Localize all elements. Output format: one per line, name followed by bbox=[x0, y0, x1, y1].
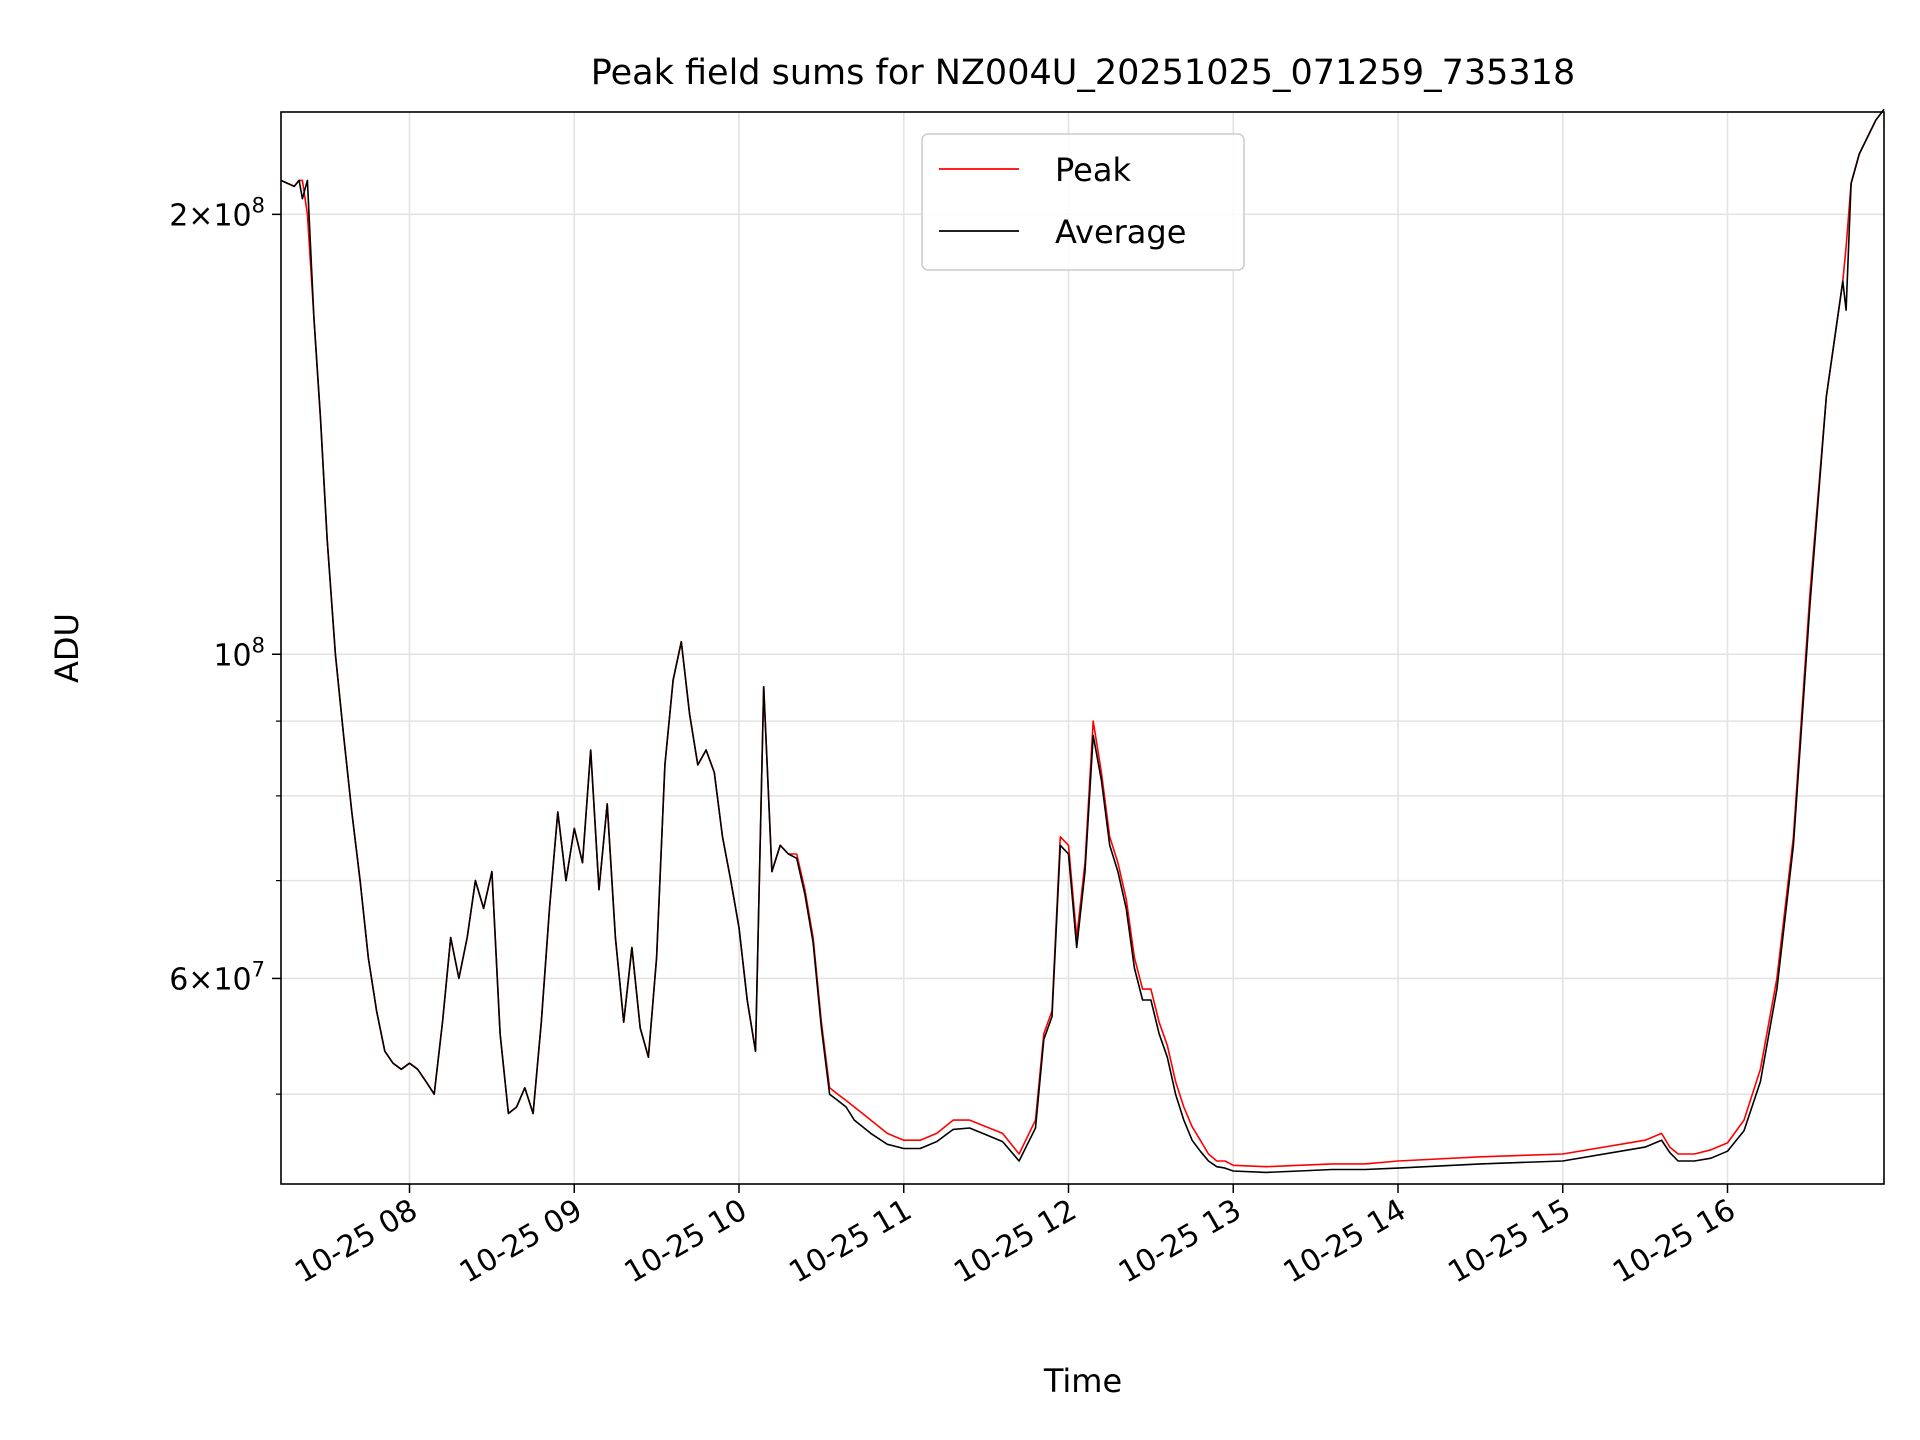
legend: Peak Average bbox=[921, 133, 1245, 271]
x-axis-label: Time bbox=[1043, 1362, 1122, 1400]
legend-box bbox=[921, 133, 1245, 271]
series-lines bbox=[280, 108, 1885, 1174]
y-tick-label: 6×107 bbox=[169, 957, 265, 997]
y-axis-ticks: 6×107 108 2×108 bbox=[169, 193, 281, 1095]
chart-title: Peak field sums for NZ004U_20251025_0712… bbox=[591, 53, 1575, 93]
y-tick-label: 2×108 bbox=[169, 193, 265, 233]
legend-peak-label: Peak bbox=[1055, 151, 1131, 189]
y-axis-label: ADU bbox=[48, 613, 86, 683]
plot-frame bbox=[280, 111, 1885, 1185]
series-line-average bbox=[280, 108, 1885, 1174]
legend-average-label: Average bbox=[1055, 213, 1186, 251]
y-tick-label: 108 bbox=[213, 633, 265, 673]
